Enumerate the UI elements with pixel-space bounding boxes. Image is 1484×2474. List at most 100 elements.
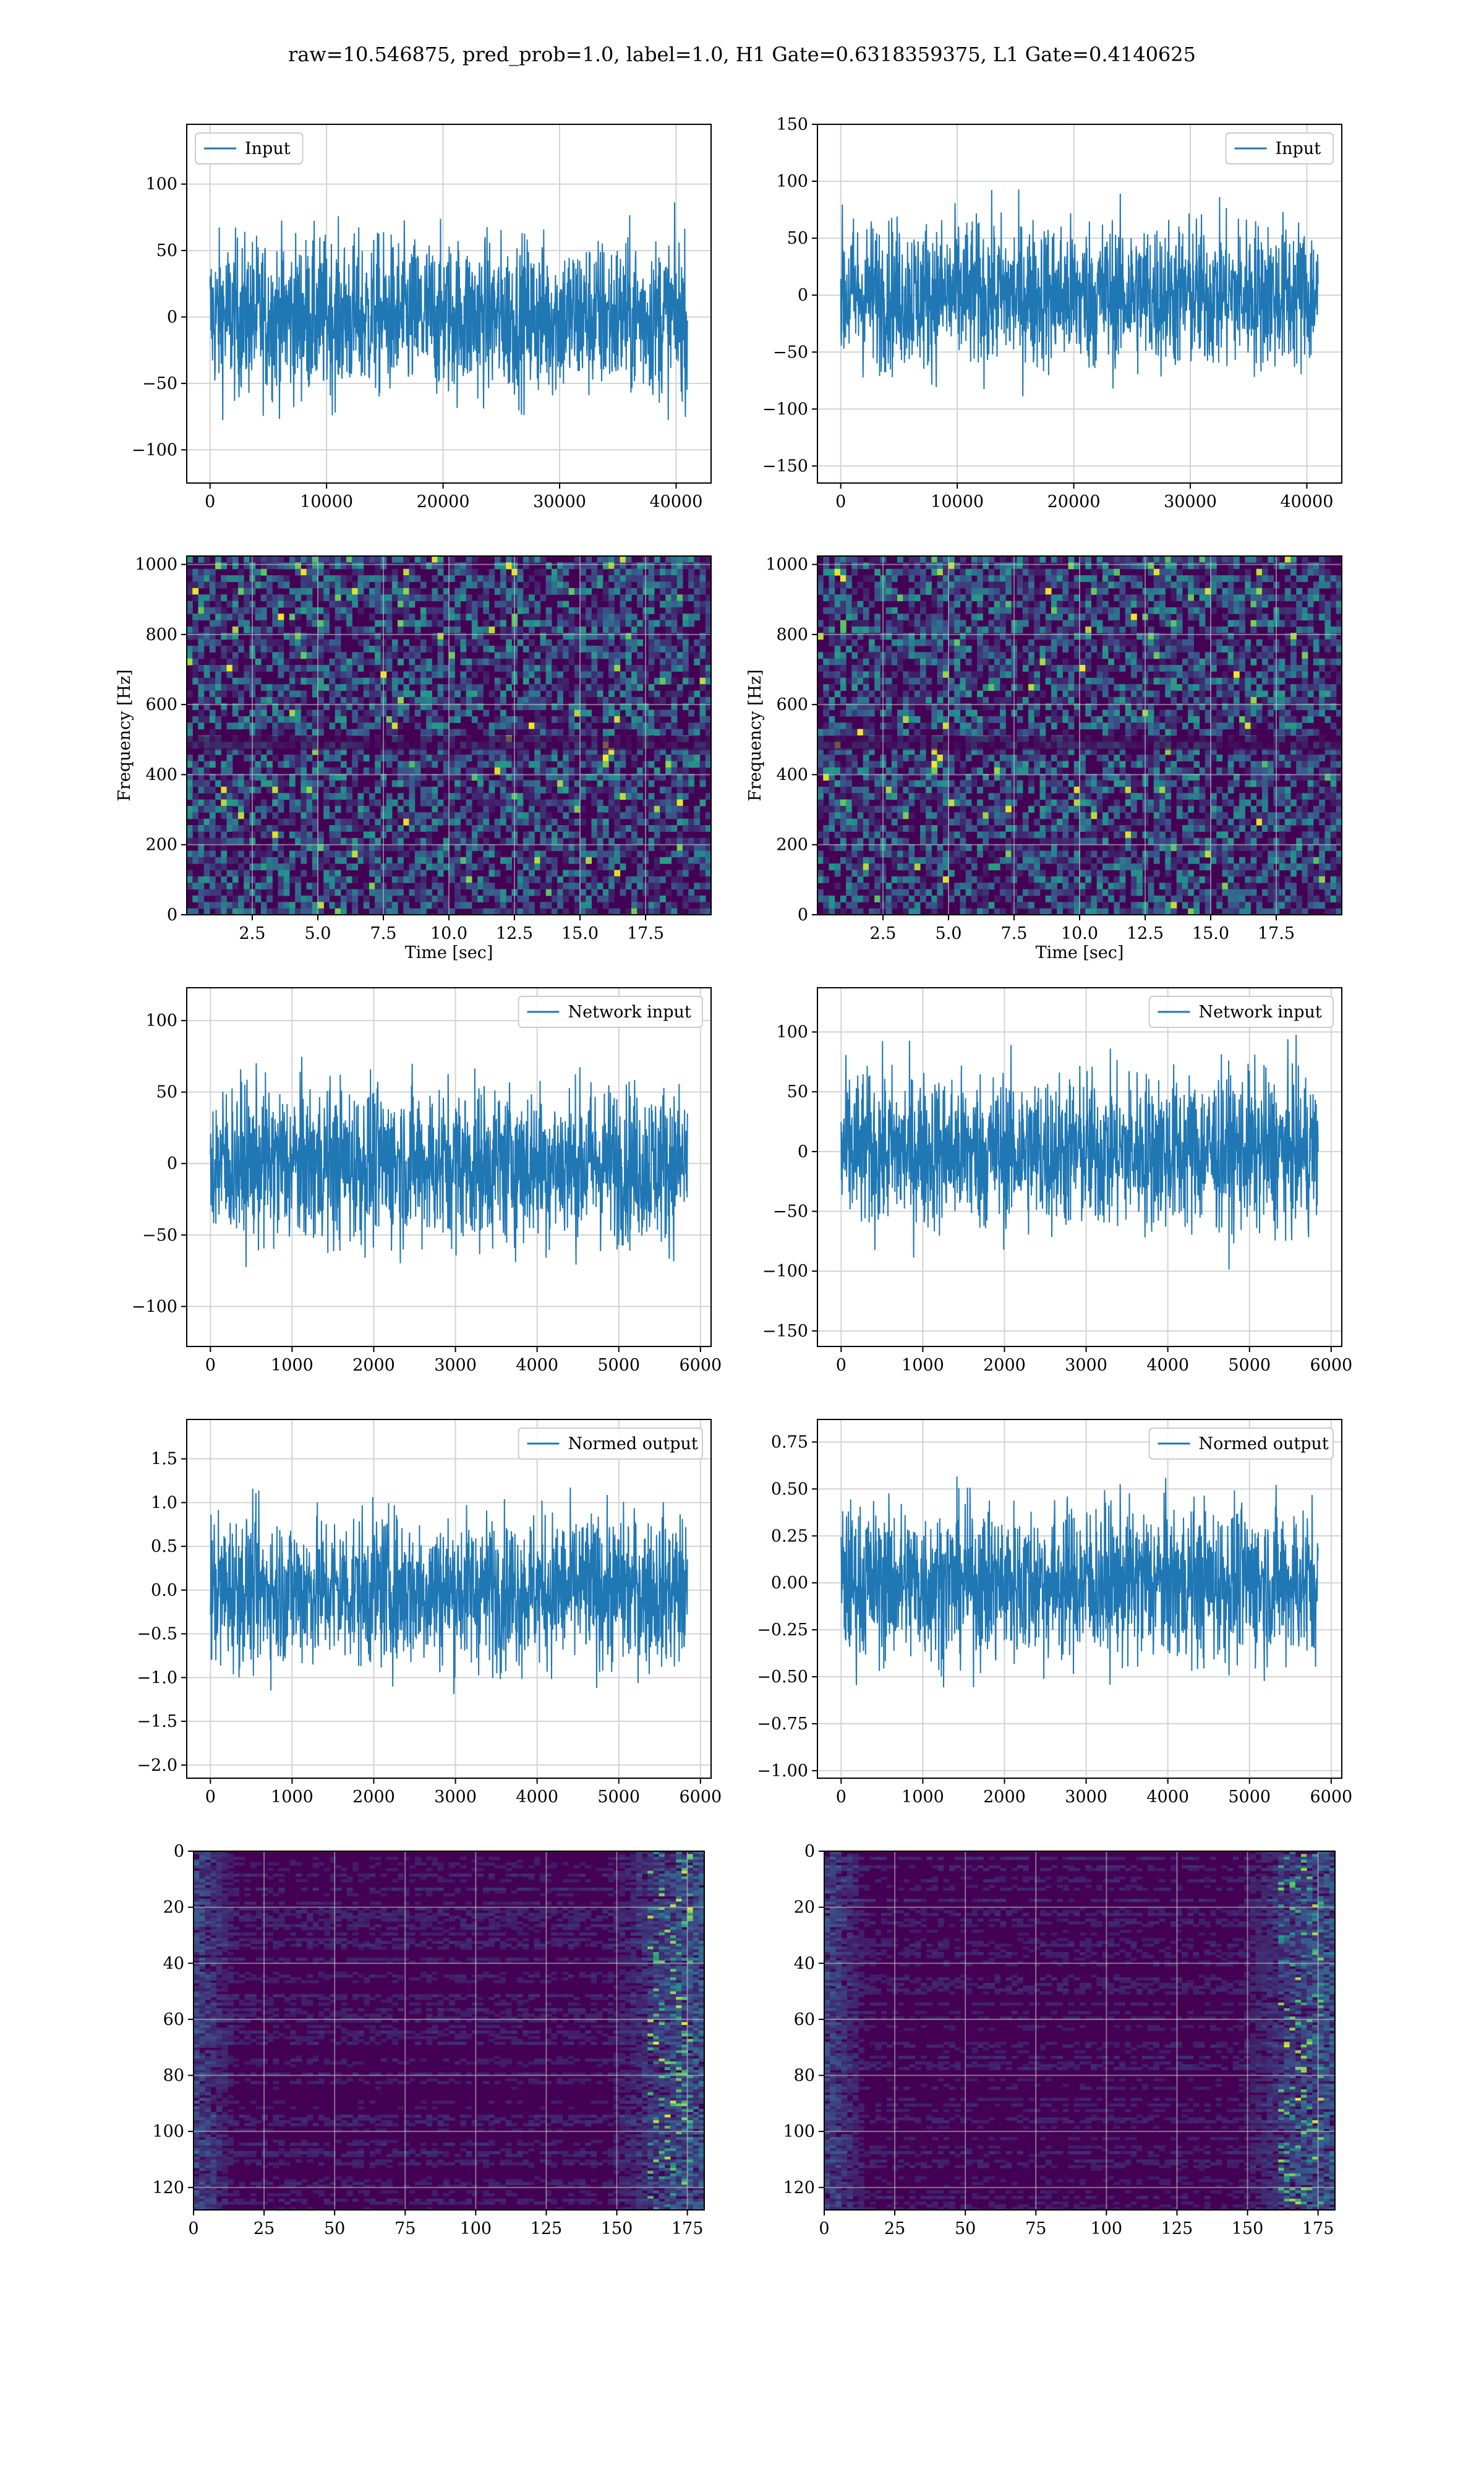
spectrogram-h1-cell xyxy=(563,677,569,685)
spectrogram-h1-cell xyxy=(608,876,615,883)
spectrogram-h1-cell xyxy=(369,863,375,871)
spectrogram-h1-cell xyxy=(506,876,512,883)
spectrogram-l1-cell xyxy=(885,581,892,589)
spectrogram-h1-cell xyxy=(295,639,301,646)
spectrogram-l1-cell xyxy=(1336,677,1342,685)
spectrogram-h1-cell xyxy=(426,793,432,800)
spectrogram-h1-cell xyxy=(494,818,501,826)
spectrogram-h1-cell xyxy=(574,588,581,595)
spectrogram-h1-cell xyxy=(688,857,694,864)
spectrogram-h1-cell xyxy=(699,639,706,646)
spectrogram-h1-cell xyxy=(398,831,404,839)
spectrogram-h1-cell xyxy=(198,818,205,826)
spectrogram-h1-cell xyxy=(500,761,506,768)
spectrogram-l1-cell xyxy=(1034,696,1041,704)
spectrogram-h1-cell xyxy=(591,786,598,794)
spectrogram-l1-cell xyxy=(954,639,961,646)
spectrogram-l1-cell xyxy=(1034,626,1041,633)
spectrogram-h1-cell xyxy=(283,908,290,915)
spectrogram-l1-cell xyxy=(1062,716,1069,723)
spectrogram-h1-cell xyxy=(608,594,615,602)
spectrogram-h1-cell xyxy=(454,844,461,852)
spectrogram-l1-cell xyxy=(1017,556,1023,563)
spectrogram-h1-cell xyxy=(267,774,273,781)
spectrogram-h1-cell xyxy=(289,799,296,807)
spectrogram-h1-cell xyxy=(357,575,364,583)
spectrogram-l1-cell xyxy=(891,626,898,633)
spectrogram-h1-cell xyxy=(278,620,284,627)
spectrogram-l1-cell xyxy=(1233,709,1240,717)
spectrogram-h1-cell xyxy=(226,646,233,653)
spectrogram-h1-cell xyxy=(192,677,199,685)
spectrogram-h1-cell xyxy=(574,646,581,653)
spectrogram-h1-cell xyxy=(329,863,336,871)
spectrogram-h1-cell xyxy=(267,684,273,691)
spectrogram-h1-cell xyxy=(694,837,701,845)
spectrogram-h1-cell xyxy=(375,761,381,768)
spectrogram-h1-cell xyxy=(306,831,313,839)
spectrogram-h1-cell xyxy=(517,876,524,883)
input-h1-xtick-label: 20000 xyxy=(417,492,470,511)
spectrogram-h1-cell xyxy=(614,748,621,755)
spectrogram-h1-cell xyxy=(335,607,341,614)
spectrogram-h1-cell xyxy=(318,690,324,698)
input-l1-ytick-label: 100 xyxy=(776,172,808,191)
spectrogram-l1-cell xyxy=(983,575,989,583)
spectrogram-l1-cell xyxy=(1114,620,1120,627)
spectrogram-h1-cell xyxy=(306,837,313,845)
spectrogram-h1-cell xyxy=(620,844,626,852)
spectrogram-h1-cell xyxy=(574,748,581,755)
spectrogram-h1-cell xyxy=(237,748,244,755)
spectrogram-l1-cell xyxy=(840,607,846,614)
spectrogram-h1-cell xyxy=(466,883,472,890)
spectrogram-h1-cell xyxy=(203,639,210,646)
spectrogram-l1-cell xyxy=(1330,633,1337,640)
spectrogram-h1-cell xyxy=(209,607,216,614)
spectrogram-h1-cell xyxy=(426,665,432,672)
spectrogram-h1-cell xyxy=(312,805,318,813)
spectrogram-h1-cell xyxy=(198,883,205,890)
spectrogram-h1-cell xyxy=(203,870,210,877)
spectrogram-h1-cell xyxy=(426,671,432,678)
spectrogram-h1-cell xyxy=(494,755,501,762)
spectrogram-h1-cell xyxy=(625,812,632,820)
spectrogram-h1-cell xyxy=(557,799,563,807)
spectrogram-l1-cell xyxy=(1324,633,1331,640)
spectrogram-l1-cell xyxy=(1130,684,1137,691)
spectrogram-l1-cell xyxy=(1028,677,1034,685)
spectrogram-l1-cell xyxy=(1153,646,1160,653)
spectrogram-l1-cell xyxy=(1073,607,1080,614)
spectrogram-h1-cell xyxy=(591,748,598,755)
spectrogram-h1-cell xyxy=(488,793,495,800)
spectrogram-h1-cell xyxy=(375,895,381,902)
spectrogram-h1-cell xyxy=(602,774,609,781)
spectrogram-h1-cell xyxy=(671,755,678,762)
spectrogram-h1-cell xyxy=(654,818,660,826)
spectrogram-h1-cell xyxy=(318,831,324,839)
spectrogram-l1-cell xyxy=(1062,690,1069,698)
spectrogram-h1-cell xyxy=(352,652,359,659)
spectrogram-h1-cell xyxy=(267,690,273,698)
spectrogram-l1-cell xyxy=(840,581,846,589)
spectrogram-h1-cell xyxy=(534,825,541,832)
spectrogram-l1-cell xyxy=(919,684,926,691)
spectrogram-h1-cell xyxy=(289,863,296,871)
spectrogram-h1-cell xyxy=(529,601,535,608)
spectrogram-h1-cell xyxy=(637,870,643,877)
spectrogram-l1-cell xyxy=(1319,581,1325,589)
spectrogram-h1-cell xyxy=(506,601,512,608)
spectrogram-h1-cell xyxy=(306,633,313,640)
spectrogram-h1-cell xyxy=(477,774,484,781)
spectrogram-h1-cell xyxy=(340,876,347,883)
spectrogram-l1-cell xyxy=(1302,658,1308,666)
spectrogram-h1-cell xyxy=(694,601,701,608)
spectrogram-l1-cell xyxy=(1193,652,1200,659)
spectrogram-h1-cell xyxy=(203,780,210,787)
spectrogram-h1-cell xyxy=(255,556,262,563)
spectrogram-h1-cell xyxy=(705,902,711,909)
spectrogram-l1-cell xyxy=(1034,620,1041,627)
spectrogram-l1-cell xyxy=(1057,696,1063,704)
spectrogram-h1-cell xyxy=(517,588,524,595)
spectrogram-l1-cell xyxy=(1216,581,1223,589)
spectrogram-h1-cell xyxy=(237,863,244,871)
